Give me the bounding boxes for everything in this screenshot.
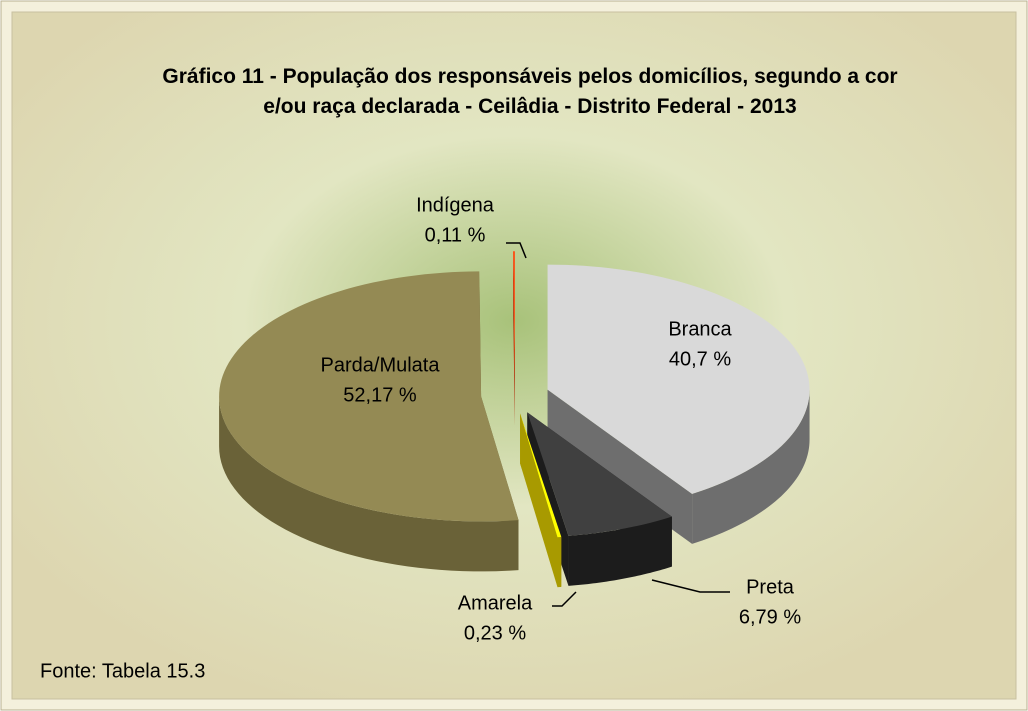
slice-top — [547, 264, 810, 494]
value-label: 52,17 % — [343, 384, 417, 406]
slice — [513, 251, 515, 427]
value-label: 6,79 % — [739, 606, 801, 628]
slice-wall — [520, 413, 558, 588]
slice-top — [520, 413, 562, 538]
leader-line — [552, 591, 577, 607]
value-label: 0,23 % — [464, 622, 526, 644]
slice-label: Indígena — [416, 194, 495, 216]
slice-wall — [513, 251, 515, 427]
value-label: 40,7 % — [669, 348, 731, 370]
slice-label: Parda/Mulata — [321, 354, 441, 376]
value-label: 0,11 % — [425, 224, 486, 246]
leader-line — [651, 579, 730, 593]
slice — [520, 413, 562, 588]
slice-label: Branca — [668, 318, 732, 340]
slice-top — [513, 251, 515, 377]
slice-side — [692, 389, 810, 544]
slice-label: Preta — [746, 576, 795, 598]
chart-title: Gráfico 11 - População dos responsáveis … — [162, 65, 898, 118]
slice-side — [568, 516, 672, 586]
leader-line — [506, 242, 527, 259]
slice — [219, 271, 519, 572]
slice-label: Amarela — [458, 592, 533, 614]
source: Fonte: Tabela 15.3 — [40, 660, 205, 682]
slice-top — [219, 271, 519, 522]
slice-side — [557, 536, 562, 588]
slice-side — [219, 396, 519, 572]
slice-top — [527, 412, 672, 536]
